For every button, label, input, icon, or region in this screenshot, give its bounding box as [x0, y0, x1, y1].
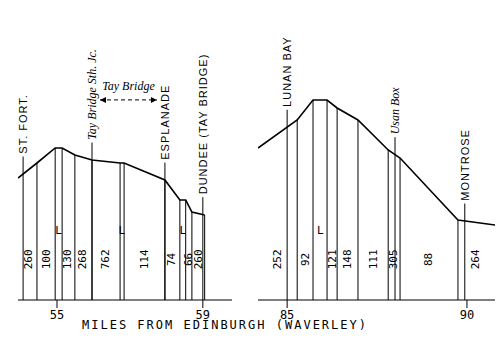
svg-text:Tay Bridge: Tay Bridge [102, 79, 155, 93]
svg-text:121: 121 [326, 249, 339, 269]
svg-text:L: L [179, 224, 186, 237]
svg-text:260: 260 [22, 249, 35, 269]
svg-text:762: 762 [99, 249, 112, 269]
svg-text:55: 55 [50, 308, 64, 322]
svg-text:114: 114 [138, 249, 151, 269]
svg-text:100: 100 [40, 249, 53, 269]
svg-text:Tay Bridge Sth. Jc.: Tay Bridge Sth. Jc. [85, 49, 99, 140]
svg-text:260: 260 [192, 249, 205, 269]
svg-text:264: 264 [469, 249, 482, 269]
svg-text:148: 148 [341, 249, 354, 269]
svg-text:92: 92 [299, 253, 312, 266]
html-text:MILES FROM EDINBURGH (WAVERLEY: MILES FROM EDINBURGH (WAVERLEY) [82, 318, 368, 332]
svg-text:LUNAN BAY: LUNAN BAY [281, 36, 293, 107]
svg-text:Usan Box: Usan Box [388, 87, 402, 135]
svg-text:ST. FORT.: ST. FORT. [17, 94, 29, 154]
svg-text:L: L [119, 224, 126, 237]
svg-text:111: 111 [367, 249, 380, 269]
svg-text:MONTROSE: MONTROSE [459, 129, 471, 201]
svg-text:DUNDEE (TAY BRIDGE): DUNDEE (TAY BRIDGE) [197, 54, 209, 195]
svg-text:90: 90 [460, 308, 474, 322]
svg-text:88: 88 [422, 253, 435, 266]
svg-text:85: 85 [279, 307, 295, 322]
svg-text:305: 305 [387, 249, 400, 269]
svg-text:252: 252 [271, 249, 284, 269]
svg-text:74: 74 [165, 252, 178, 266]
svg-text:66: 66 [182, 252, 196, 266]
svg-text:59: 59 [195, 307, 211, 322]
svg-text:130: 130 [61, 249, 74, 269]
svg-text:ESPLANADE: ESPLANADE [159, 85, 171, 160]
svg-text:L: L [55, 224, 62, 237]
svg-text:268: 268 [76, 249, 89, 269]
svg-text:L: L [317, 224, 324, 237]
